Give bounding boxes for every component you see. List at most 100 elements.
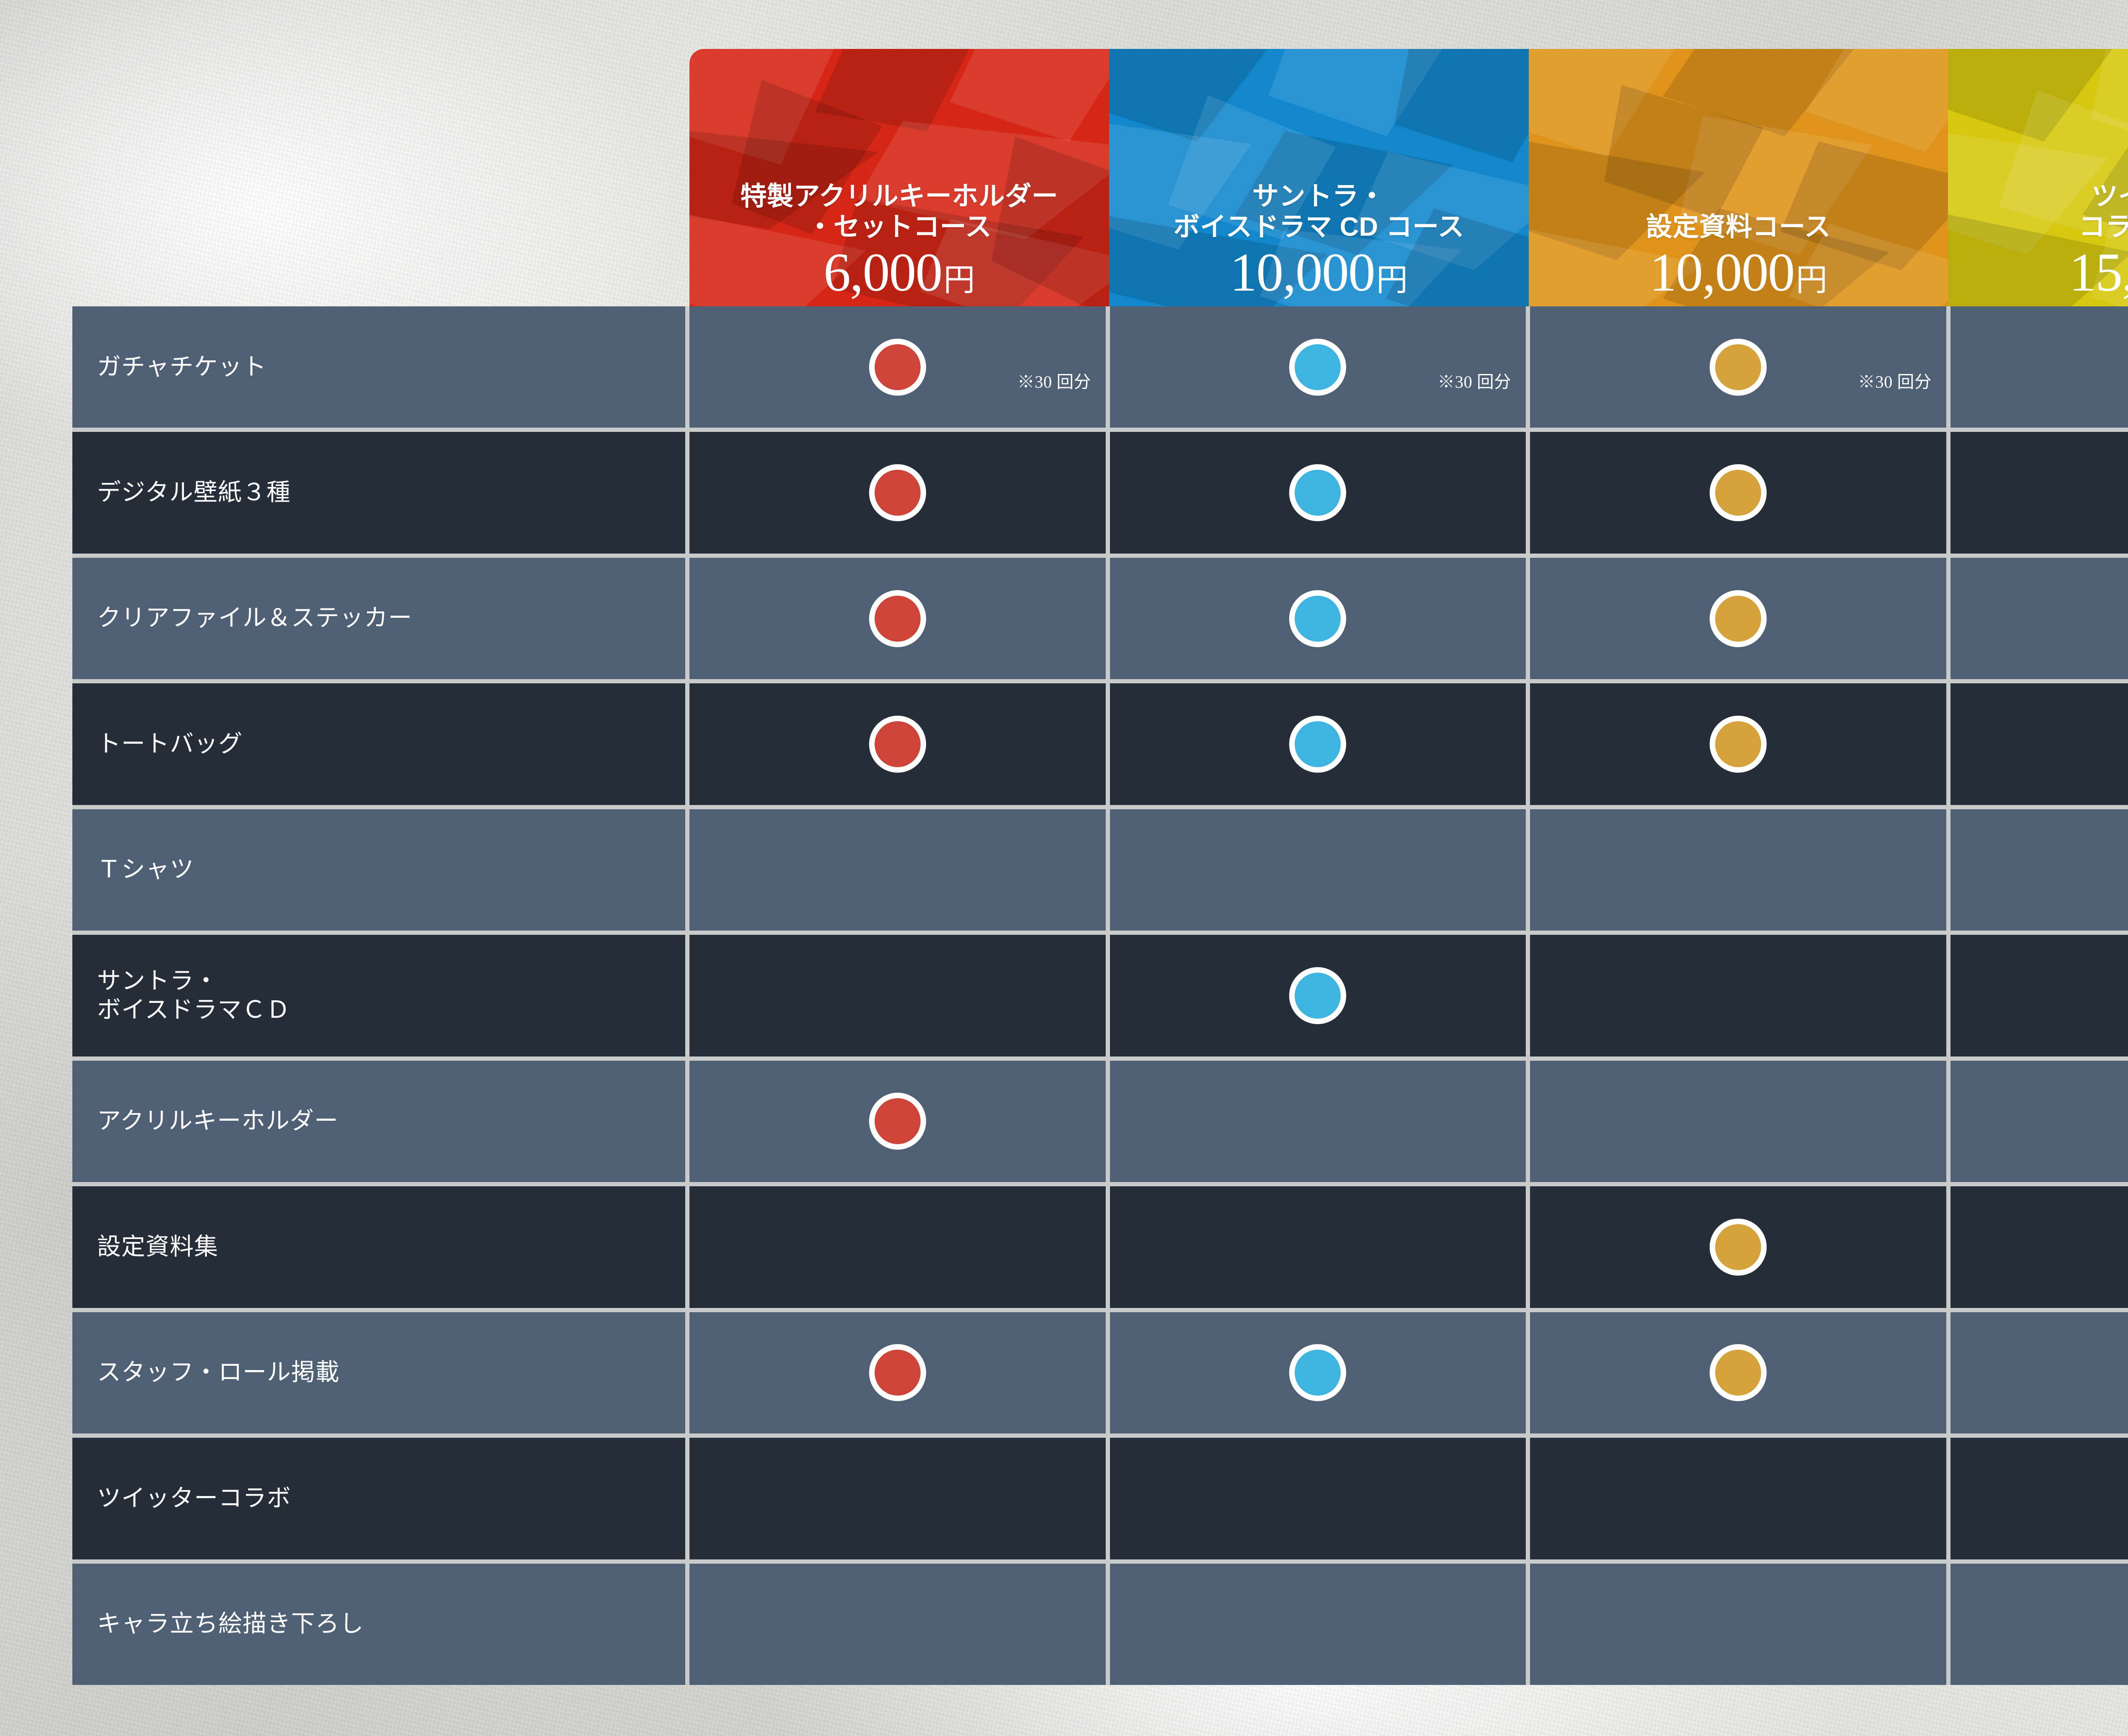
table-row: ツイッターコラボ	[72, 1438, 2128, 1559]
cell-clearfile-sticker-setting-materials	[1530, 557, 1946, 680]
table-row: 設定資料集デジタルデータのみ	[72, 1186, 2128, 1308]
price-currency: 円	[1796, 262, 1828, 298]
row-label-staff-roll-credit: スタッフ・ロール掲載	[72, 1312, 685, 1434]
cell-t-shirt-setting-materials	[1530, 809, 1946, 931]
cell-gacha-ticket-soundtrack-voicedrama-cd: ※30 回分	[1110, 306, 1526, 428]
included-circle-icon	[1289, 967, 1347, 1024]
cell-digital-wallpaper-3-acrylic-keyholder-set	[689, 432, 1106, 554]
row-label-twitter-collab-row: ツイッターコラボ	[72, 1438, 685, 1559]
course-header-acrylic-keyholder-set[interactable]: 特製アクリルキーホルダー ・セットコース 6,000円	[689, 49, 1109, 306]
table-header-row: 特製アクリルキーホルダー ・セットコース 6,000円 サントラ・ ボイスドラマ C…	[72, 49, 2128, 306]
included-circle-icon	[1709, 590, 1767, 647]
course-header-twitter-collab[interactable]: ツイッター コラボコース15,000円	[1948, 49, 2128, 306]
cell-digital-wallpaper-3-soundtrack-voicedrama-cd	[1110, 432, 1526, 554]
included-circle-icon	[1709, 464, 1767, 522]
price-currency: 円	[1376, 262, 1408, 298]
cell-t-shirt-soundtrack-voicedrama-cd	[1110, 809, 1526, 931]
cell-character-standing-art-soundtrack-voicedrama-cd	[1110, 1563, 1526, 1685]
cell-quantity-note: ※30 回分	[1017, 372, 1091, 391]
header-corner-spacer	[72, 49, 689, 306]
included-circle-icon	[1709, 1218, 1767, 1276]
row-label-t-shirt: Ｔシャツ	[72, 809, 685, 931]
course-price: 10,000円	[1230, 245, 1408, 300]
table-row: キャラ立ち絵描き下ろし	[72, 1563, 2128, 1685]
cell-setting-materials-book-acrylic-keyholder-set	[689, 1186, 1106, 1308]
table-row: トートバッグ	[72, 683, 2128, 805]
cell-soundtrack-voicedrama-cd-row-soundtrack-voicedrama-cd	[1110, 935, 1526, 1056]
cell-gacha-ticket-twitter-collab: ※30 回分	[1950, 306, 2128, 428]
row-label-clearfile-sticker: クリアファイル＆ステッカー	[72, 557, 685, 680]
included-circle-icon	[1289, 590, 1347, 647]
table-row: ガチャチケット※30 回分※30 回分※30 回分※30 回分※30 回分※30…	[72, 306, 2128, 428]
cell-quantity-note: ※30 回分	[1858, 372, 1932, 391]
table-row: クリアファイル＆ステッカー	[72, 557, 2128, 680]
included-circle-icon	[1289, 464, 1347, 522]
cell-setting-materials-book-setting-materials	[1530, 1186, 1946, 1308]
cell-digital-wallpaper-3-twitter-collab	[1950, 432, 2128, 554]
cell-twitter-collab-row-acrylic-keyholder-set	[689, 1438, 1106, 1559]
included-circle-icon	[1709, 338, 1767, 396]
cell-t-shirt-acrylic-keyholder-set	[689, 809, 1106, 931]
cell-soundtrack-voicedrama-cd-row-acrylic-keyholder-set	[689, 935, 1106, 1056]
table-row: サントラ・ ボイスドラマＣＤ	[72, 935, 2128, 1056]
cell-setting-materials-book-soundtrack-voicedrama-cd	[1110, 1186, 1526, 1308]
course-title: 設定資料コース	[1646, 212, 1831, 242]
cell-twitter-collab-row-twitter-collab	[1950, 1438, 2128, 1559]
included-circle-icon	[1289, 338, 1347, 396]
table-row: Ｔシャツ	[72, 809, 2128, 931]
included-circle-icon	[1709, 716, 1767, 773]
row-label-digital-wallpaper-3: デジタル壁紙３種	[72, 432, 685, 554]
cell-staff-roll-credit-acrylic-keyholder-set	[689, 1312, 1106, 1434]
cell-twitter-collab-row-setting-materials	[1530, 1438, 1946, 1559]
cell-clearfile-sticker-acrylic-keyholder-set	[689, 557, 1106, 680]
cell-character-standing-art-acrylic-keyholder-set	[689, 1563, 1106, 1685]
table-row: デジタル壁紙３種	[72, 432, 2128, 554]
included-circle-icon	[1289, 716, 1347, 773]
cell-soundtrack-voicedrama-cd-row-twitter-collab	[1950, 935, 2128, 1056]
row-label-character-standing-art: キャラ立ち絵描き下ろし	[72, 1563, 685, 1685]
cell-gacha-ticket-acrylic-keyholder-set: ※30 回分	[689, 306, 1106, 428]
cell-acrylic-keyholder-twitter-collab	[1950, 1060, 2128, 1182]
price-value: 15,000	[2069, 242, 2128, 303]
included-circle-icon	[869, 716, 926, 773]
cell-acrylic-keyholder-acrylic-keyholder-set	[689, 1060, 1106, 1182]
cell-gacha-ticket-setting-materials: ※30 回分	[1530, 306, 1946, 428]
course-title: 特製アクリルキーホルダー ・セットコース	[740, 181, 1058, 242]
course-title: ツイッター コラボコース	[2079, 181, 2128, 242]
price-currency: 円	[943, 262, 975, 298]
price-value: 10,000	[1230, 242, 1376, 303]
cell-clearfile-sticker-twitter-collab	[1950, 557, 2128, 680]
course-header-soundtrack-voicedrama-cd[interactable]: サントラ・ ボイスドラマ CD コース 10,000円	[1109, 49, 1529, 306]
cell-digital-wallpaper-3-setting-materials	[1530, 432, 1946, 554]
included-circle-icon	[869, 1344, 926, 1402]
course-header-setting-materials[interactable]: 設定資料コース 10,000円	[1528, 49, 1948, 306]
row-label-acrylic-keyholder: アクリルキーホルダー	[72, 1060, 685, 1182]
price-value: 6,000	[823, 242, 943, 303]
row-label-tote-bag: トートバッグ	[72, 683, 685, 805]
course-price: 10,000円	[1650, 245, 1828, 300]
table-row: アクリルキーホルダー	[72, 1060, 2128, 1182]
course-price: 6,000円	[824, 245, 975, 300]
cell-twitter-collab-row-soundtrack-voicedrama-cd	[1110, 1438, 1526, 1559]
included-circle-icon	[869, 464, 926, 522]
cell-character-standing-art-twitter-collab	[1950, 1563, 2128, 1685]
cell-tote-bag-acrylic-keyholder-set	[689, 683, 1106, 805]
included-circle-icon	[869, 338, 926, 396]
cell-quantity-note: ※30 回分	[1438, 372, 1511, 391]
cell-clearfile-sticker-soundtrack-voicedrama-cd	[1110, 557, 1526, 680]
included-circle-icon	[1289, 1344, 1347, 1402]
cell-character-standing-art-setting-materials	[1530, 1563, 1946, 1685]
cell-tote-bag-soundtrack-voicedrama-cd	[1110, 683, 1526, 805]
course-price: 15,000円	[2069, 245, 2128, 300]
course-title: サントラ・ ボイスドラマ CD コース	[1173, 181, 1464, 242]
included-circle-icon	[869, 590, 926, 647]
cell-staff-roll-credit-soundtrack-voicedrama-cd	[1110, 1312, 1526, 1434]
table-body: ガチャチケット※30 回分※30 回分※30 回分※30 回分※30 回分※30…	[72, 306, 2128, 1685]
row-label-soundtrack-voicedrama-cd-row: サントラ・ ボイスドラマＣＤ	[72, 935, 685, 1056]
included-circle-icon	[1709, 1344, 1767, 1402]
cell-acrylic-keyholder-setting-materials	[1530, 1060, 1946, 1182]
included-circle-icon	[869, 1093, 926, 1150]
cell-setting-materials-book-twitter-collab	[1950, 1186, 2128, 1308]
cell-acrylic-keyholder-soundtrack-voicedrama-cd	[1110, 1060, 1526, 1182]
cell-tote-bag-twitter-collab	[1950, 683, 2128, 805]
